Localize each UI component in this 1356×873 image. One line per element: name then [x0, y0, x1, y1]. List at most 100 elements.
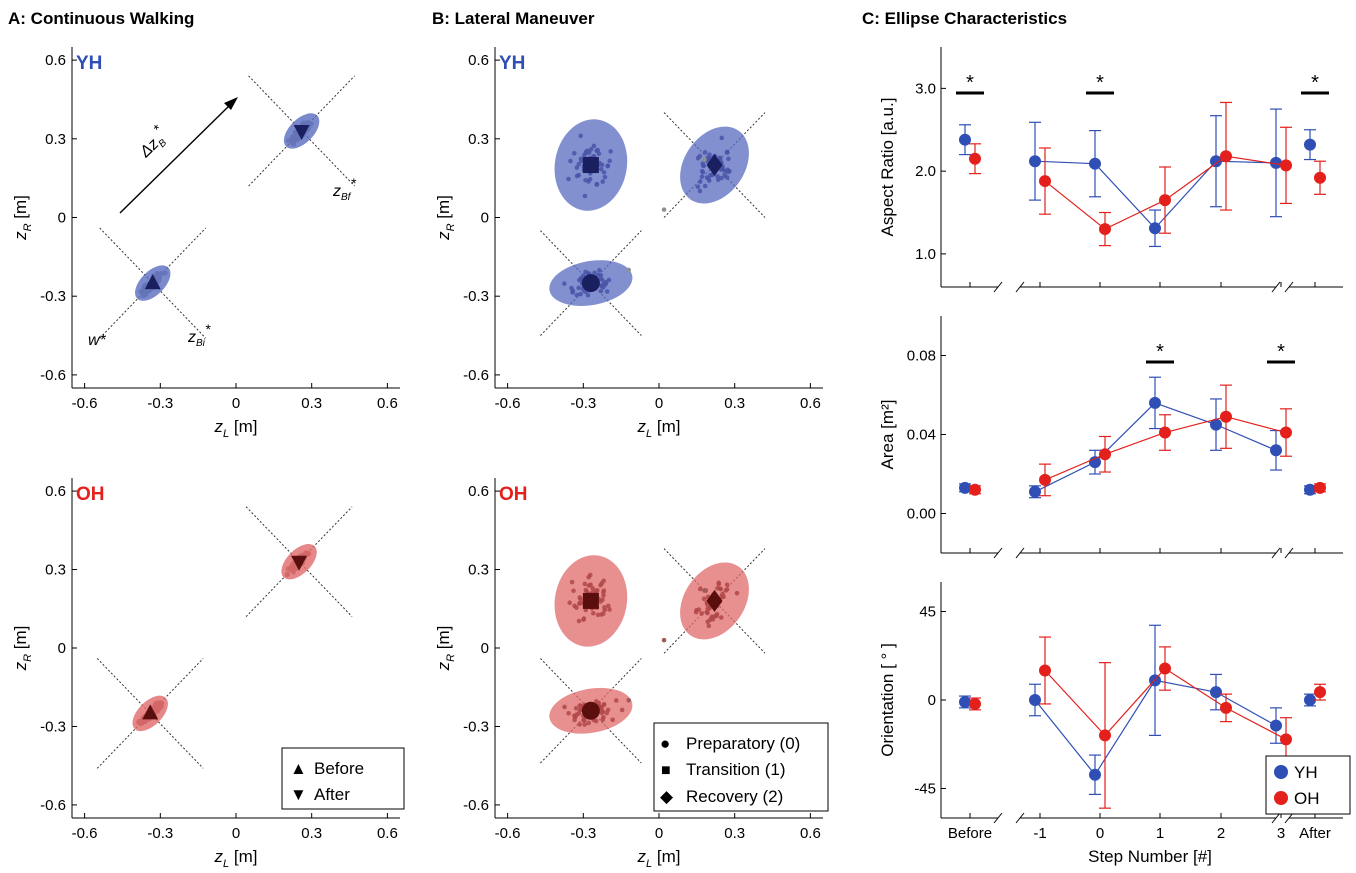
- data-point-yh: [1270, 156, 1282, 169]
- x-axis-label-sub: L: [646, 858, 652, 870]
- x-tick-label: 0: [1096, 825, 1104, 842]
- axis-break-mark: [1284, 812, 1294, 824]
- x-axis-label-unit: [m]: [229, 417, 257, 436]
- y-axis-label-group: zR [m]: [434, 195, 457, 241]
- data-point: [607, 158, 613, 164]
- data-point: [576, 618, 582, 624]
- x-tick-label: After: [1299, 825, 1331, 842]
- x-tick-label: 0.6: [800, 395, 821, 412]
- y-axis-label: Area [m²]: [878, 400, 897, 470]
- data-point-oh: [1314, 481, 1326, 494]
- data-point: [724, 582, 730, 588]
- data-point: [596, 151, 602, 157]
- axis-break-mark: [993, 281, 1003, 293]
- group-tag-yh: YH: [76, 53, 102, 74]
- data-point: [661, 207, 667, 212]
- data-point: [591, 143, 597, 149]
- data-point: [702, 157, 707, 163]
- data-point-oh: [1220, 150, 1232, 163]
- y-axis-label: zR [m]: [434, 195, 457, 241]
- data-point: [561, 281, 567, 286]
- marker-after: [293, 124, 310, 140]
- data-point: [706, 623, 712, 629]
- x-tick-label: -0.6: [72, 825, 98, 842]
- data-point: [701, 596, 707, 602]
- y-tick-label: -0.3: [463, 718, 489, 735]
- panel-a-title: A: Continuous Walking: [8, 9, 194, 28]
- legend-b-symbol-recovery: ◆: [660, 787, 674, 806]
- panel-a-annotations: ΔzB* w* zBi* zBf*: [88, 97, 356, 349]
- x-axis-label-main: z: [637, 847, 647, 866]
- data-point-oh: [969, 697, 981, 710]
- data-point-oh: [969, 152, 981, 165]
- data-point: [580, 273, 586, 278]
- data-point: [707, 606, 712, 611]
- data-point: [594, 699, 599, 704]
- data-point: [582, 718, 587, 723]
- data-point: [581, 617, 586, 622]
- data-point: [601, 593, 606, 598]
- x-tick-label: 1: [1156, 825, 1164, 842]
- x-axis-label-unit: [m]: [652, 417, 680, 436]
- legend-b-label-transition: Transition (1): [686, 760, 786, 779]
- data-point: [583, 150, 589, 156]
- data-point: [566, 176, 571, 182]
- data-point: [568, 158, 573, 164]
- legend-c-label-oh: OH: [1294, 789, 1320, 808]
- data-point-yh: [1149, 222, 1161, 235]
- data-point: [704, 175, 710, 180]
- data-point: [606, 277, 612, 283]
- data-point: [577, 601, 582, 607]
- x-axis-label: zL [m]: [637, 847, 681, 870]
- data-point-yh: [959, 695, 971, 708]
- data-point-yh: [1210, 155, 1222, 168]
- axis-break-mark: [993, 547, 1003, 559]
- data-point-yh: [959, 133, 971, 146]
- data-point: [661, 637, 667, 643]
- x-tick-label: -0.3: [147, 825, 173, 842]
- significance-star: *: [1277, 341, 1285, 363]
- x-axis-label: zL [m]: [214, 847, 258, 870]
- y-tick-label: 0.3: [468, 131, 489, 148]
- data-point-oh: [1280, 159, 1292, 172]
- data-point: [702, 150, 708, 155]
- y-axis-label-sub: R: [22, 223, 34, 231]
- data-point: [707, 152, 712, 158]
- y-axis-label-unit: [m]: [11, 626, 30, 654]
- group-tag-yh: YH: [499, 53, 525, 74]
- y-tick-label: 3.0: [915, 80, 936, 97]
- w-star-label: w*: [88, 332, 107, 349]
- data-point: [572, 603, 577, 609]
- y-axis-label-sub: R: [22, 654, 34, 662]
- data-point-yh: [1029, 694, 1041, 706]
- data-point-oh: [1220, 410, 1232, 423]
- y-axis-label: Orientation [ ° ]: [878, 643, 897, 757]
- x-axis-label-main: z: [214, 847, 224, 866]
- data-point: [577, 595, 583, 600]
- data-point: [719, 135, 725, 141]
- data-point: [604, 710, 610, 716]
- y-axis-label-main: z: [11, 661, 30, 671]
- y-tick-label: -0.3: [463, 288, 489, 305]
- data-point-oh: [1314, 686, 1326, 699]
- data-point-yh: [1089, 157, 1101, 170]
- axis-break-mark: [1271, 281, 1281, 293]
- significance-star: *: [1311, 72, 1319, 94]
- data-point: [719, 175, 724, 181]
- data-point: [577, 722, 582, 727]
- data-point-oh: [1159, 426, 1171, 439]
- x-tick-label: 2: [1217, 825, 1225, 842]
- data-point: [600, 597, 605, 603]
- data-point-yh: [1210, 686, 1222, 699]
- y-tick-label: 0: [58, 640, 66, 657]
- marker-preparatory: [581, 701, 600, 720]
- x-tick-label: 0: [232, 825, 240, 842]
- zbi-label: zBi*: [187, 321, 211, 349]
- data-point: [725, 150, 730, 155]
- y-tick-label: 0.6: [468, 52, 489, 69]
- x-axis-label: zL [m]: [637, 417, 681, 440]
